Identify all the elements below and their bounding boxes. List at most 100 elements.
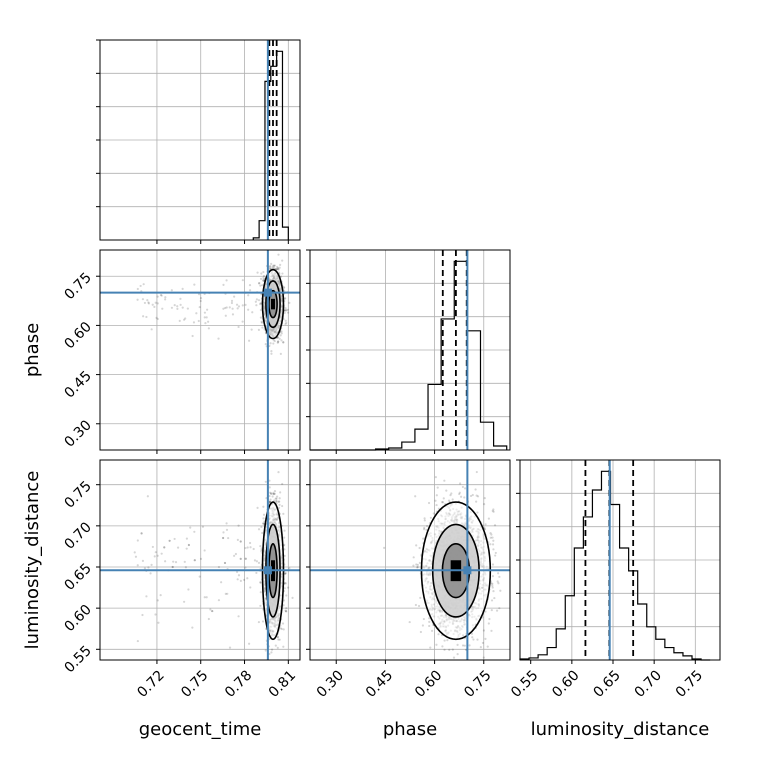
sample-point (156, 554, 159, 557)
sample-point (156, 599, 159, 602)
sample-point (278, 337, 281, 340)
sample-point (183, 318, 186, 321)
sample-point (476, 495, 480, 498)
sample-point (217, 565, 221, 569)
sample-point (275, 497, 278, 500)
sample-point (275, 495, 279, 498)
sample-point (158, 246, 160, 248)
sample-point (264, 480, 267, 483)
sample-point (153, 555, 156, 558)
sample-point (286, 311, 290, 314)
sample-point (262, 513, 266, 516)
sample-point (193, 283, 196, 286)
sample-point (159, 293, 163, 297)
hist-panel-luminosity-distance (516, 459, 721, 664)
sample-point (248, 289, 252, 292)
sample-point (278, 500, 281, 503)
sample-point (145, 595, 148, 598)
sample-point (278, 497, 281, 500)
sample-point (414, 495, 417, 498)
sample-point (472, 638, 475, 641)
sample-point (181, 306, 184, 309)
sample-point (488, 617, 491, 621)
sample-point (255, 304, 258, 307)
sample-point (179, 303, 182, 306)
sample-point (262, 522, 265, 525)
sample-point (248, 541, 252, 545)
sample-point (262, 522, 265, 525)
sample-point (281, 504, 284, 508)
sample-point (268, 486, 271, 489)
sample-point (241, 279, 244, 282)
sample-point (154, 301, 157, 304)
sample-point (259, 316, 263, 319)
sample-point (217, 599, 221, 602)
sample-point (255, 560, 258, 563)
sample-point (134, 555, 138, 558)
sample-point (273, 266, 276, 270)
sample-point (268, 491, 272, 494)
sample-point (271, 495, 274, 498)
sample-point (244, 566, 247, 569)
sample-point (257, 299, 261, 302)
sample-point (452, 656, 456, 659)
sample-point (259, 277, 263, 280)
sample-point (224, 306, 227, 310)
panel-frame (99, 459, 301, 661)
sample-point (261, 284, 264, 287)
sample-point (252, 547, 255, 551)
sample-point (261, 531, 264, 535)
sample-point (285, 607, 288, 610)
sample-point (248, 642, 251, 645)
sample-point (217, 337, 220, 340)
sample-point (176, 307, 179, 310)
sample-point (225, 279, 228, 282)
histogram-phase (310, 260, 508, 451)
sample-point (145, 315, 148, 319)
sample-point (222, 531, 225, 534)
sample-point (247, 308, 250, 311)
sample-point (249, 546, 252, 549)
sample-point (207, 327, 210, 330)
sample-point (183, 560, 186, 563)
sample-point (450, 492, 453, 495)
sample-point (228, 646, 232, 649)
sample-point (270, 651, 273, 654)
sample-point (283, 311, 286, 315)
sample-point (255, 571, 258, 575)
sample-point (260, 320, 263, 323)
histogram-luminosity-distance (519, 470, 711, 661)
sample-point (236, 538, 239, 541)
sample-point (275, 268, 278, 271)
sample-point (173, 537, 176, 541)
sample-point (268, 500, 271, 503)
sample-point (277, 638, 280, 641)
sample-point (283, 543, 286, 546)
sample-point (239, 579, 242, 583)
sample-point (283, 309, 287, 312)
sample-point (260, 321, 264, 324)
sample-point (261, 326, 264, 329)
sample-point (233, 554, 236, 557)
sample-point (257, 328, 260, 331)
sample-point (142, 283, 145, 286)
sample-point (257, 620, 260, 624)
sample-point (281, 272, 284, 275)
sample-point (173, 304, 176, 307)
sample-point (174, 560, 178, 564)
sample-point (257, 561, 261, 564)
panel-content (100, 246, 300, 450)
sample-point (151, 303, 154, 306)
sample-point (283, 554, 286, 557)
sample-point (201, 525, 205, 528)
sample-point (197, 319, 200, 323)
sample-point (259, 545, 262, 548)
sample-point (268, 479, 271, 482)
sample-point (269, 498, 272, 501)
sample-point (284, 319, 287, 322)
sample-point (241, 304, 244, 307)
sample-point (425, 524, 429, 528)
sample-point (419, 596, 422, 599)
sample-point (269, 342, 272, 345)
sample-point (276, 341, 279, 344)
